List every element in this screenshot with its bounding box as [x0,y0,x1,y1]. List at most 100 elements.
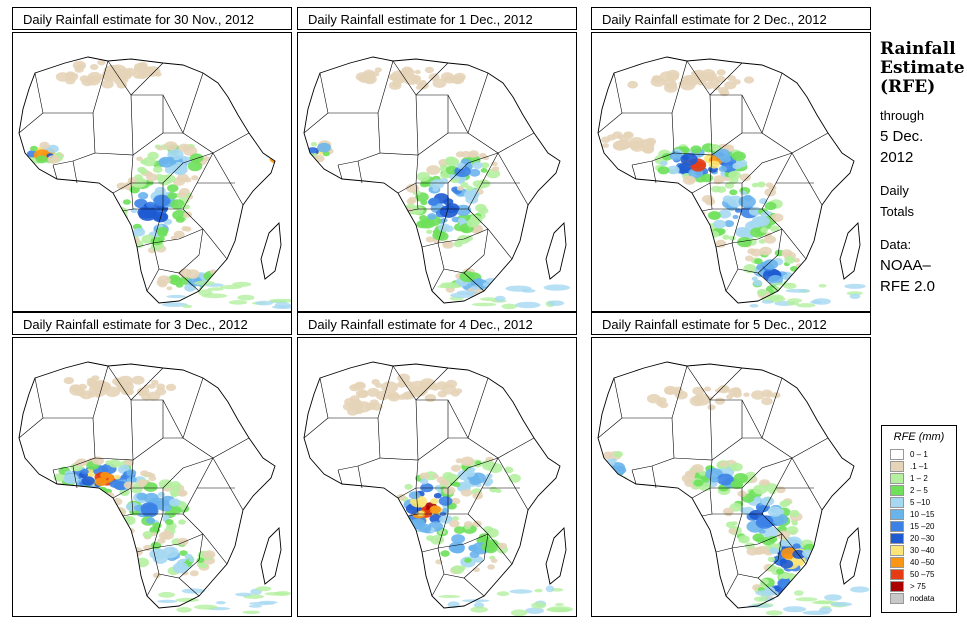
rain-cell [743,76,755,84]
rain-cell [729,177,739,184]
country-border [416,152,499,184]
rain-cell [388,73,399,81]
country-border [303,72,329,134]
rain-cell [414,69,421,75]
rain-cell [310,142,318,147]
rain-cell [724,182,735,189]
rain-cell [105,460,113,466]
country-border [497,152,529,206]
rain-cell [159,174,170,182]
rain-cell [369,399,379,406]
legend-item: 15 –20 [890,520,934,532]
rain-cell [463,521,473,528]
country-border [131,377,204,439]
rain-cell [428,198,439,206]
rain-cell [756,546,768,555]
rain-cell [643,146,654,154]
rain-cell [374,67,382,73]
rain-cell [86,75,101,86]
rain-cell [830,367,837,372]
caption-title-line: (RFE) [880,77,936,97]
side-caption: Rainfall Estimate (RFE) through 5 Dec. 2… [880,40,967,297]
rain-cell [274,591,291,596]
rain-cell [78,383,88,390]
country-border [146,268,160,292]
rain-cell [684,74,700,86]
rain-cell [155,551,164,558]
rain-cell [275,499,284,506]
rain-cell [757,505,768,513]
rain-cell [137,479,148,487]
map-panel-1: Daily Rainfall estimate for 30 Nov., 201… [12,7,292,312]
rain-cell [714,397,725,405]
rain-cell [685,471,694,478]
country-border [178,272,200,292]
rain-cell [136,156,143,162]
rain-cell [97,59,106,66]
rain-cell [371,71,380,77]
rain-cell [453,526,465,534]
rain-cell [491,166,500,172]
legend-rows: 0 – 1 .1 –1 1 – 2 2 – 5 5 –10 10 –15 15 –20 20 … [890,448,934,604]
rain-cell [63,377,74,385]
rain-cell [819,364,830,373]
rain-cell [791,521,799,526]
rain-cell [761,300,774,304]
rain-cell [785,288,811,293]
rain-cell [807,563,816,569]
caption-date: 5 Dec. [880,128,924,145]
rain-cell [509,589,533,594]
rain-cell [836,372,845,378]
rain-cell [461,150,471,158]
country-border [72,465,78,489]
rain-cell [743,264,757,274]
rain-cell [751,216,766,227]
rain-cell [396,381,406,388]
rain-cell [419,181,429,188]
rain-cell [769,185,777,191]
rain-cell [396,494,406,501]
rain-cell [728,528,737,535]
map-panel-3: Daily Rainfall estimate for 2 Dec., 2012 [591,7,871,312]
rain-cell [136,492,148,501]
rain-cell [424,394,437,402]
rain-cell [764,202,777,211]
africa-map [303,361,574,616]
country-border [597,72,623,134]
caption-through: through [880,108,925,123]
rain-cell [355,401,372,413]
rain-cell [449,520,460,528]
legend-swatch [890,472,904,484]
rain-cell [132,227,146,237]
rain-cell [478,179,491,188]
rain-cell [451,534,465,544]
country-border [357,465,363,489]
country-border [497,457,529,511]
rain-cell [751,182,759,188]
rain-cell [623,131,632,138]
country-border [709,367,743,401]
rain-cell [127,476,137,483]
rain-cell [768,535,778,543]
rain-cell [830,362,844,372]
rain-cell [780,559,794,569]
rain-cell [792,543,801,549]
rain-cell [276,153,287,161]
rain-cell [783,606,807,613]
panel-title: Daily Rainfall estimate for 3 Dec., 2012 [12,312,292,335]
rain-cell [761,397,773,406]
country-border [131,457,214,489]
rain-cell [660,160,668,166]
rain-cell [74,66,84,73]
legend-label: 50 –75 [910,569,935,579]
rain-cell [113,227,124,235]
rain-cell [120,474,127,479]
rain-cell [432,473,439,479]
rain-cell [763,259,779,270]
rain-cell [194,280,215,286]
rain-cell [818,607,833,613]
rain-cell [64,77,76,85]
country-border [710,377,783,439]
rain-cell [667,165,680,175]
rain-cell [224,273,232,279]
